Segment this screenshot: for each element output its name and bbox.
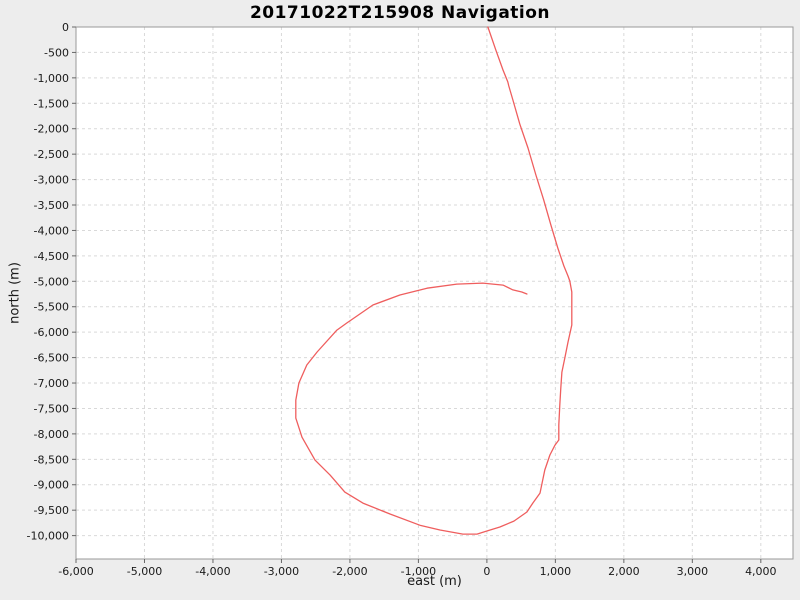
x-tick-label: 2,000 xyxy=(608,565,640,578)
x-axis-label: east (m) xyxy=(407,574,462,589)
y-tick-label: -3,000 xyxy=(34,174,69,187)
x-tick-label: -2,000 xyxy=(332,565,367,578)
y-tick-label: -9,500 xyxy=(34,504,69,517)
y-tick-label: -3,500 xyxy=(34,199,69,212)
x-tick-label: -4,000 xyxy=(195,565,230,578)
y-axis-label: north (m) xyxy=(7,262,23,324)
x-tick-label: -1,000 xyxy=(401,565,436,578)
y-tick-label: -7,000 xyxy=(34,377,69,390)
y-tick-label: -8,500 xyxy=(34,453,69,466)
x-tick-label: -5,000 xyxy=(127,565,162,578)
y-tick-label: -2,000 xyxy=(34,123,69,136)
y-tick-label: -5,500 xyxy=(34,301,69,314)
y-tick-label: -5,000 xyxy=(34,275,69,288)
y-tick-label: -2,500 xyxy=(34,148,69,161)
y-tick-label: -9,000 xyxy=(34,479,69,492)
y-tick-label: -7,500 xyxy=(34,402,69,415)
x-tick-label: 0 xyxy=(483,565,490,578)
y-tick-label: -10,000 xyxy=(27,530,69,543)
x-tick-label: 3,000 xyxy=(677,565,709,578)
chart-title: 20171022T215908 Navigation xyxy=(249,3,551,23)
y-tick-label: -6,500 xyxy=(34,352,69,365)
x-tick-label: 4,000 xyxy=(745,565,777,578)
plot-border xyxy=(75,26,794,560)
y-tick-label: -6,000 xyxy=(34,326,69,339)
y-tick-label: 0 xyxy=(62,21,69,34)
y-tick-label: -1,000 xyxy=(34,72,69,85)
track-line xyxy=(295,26,573,535)
plot-background xyxy=(76,27,793,559)
x-tick-label: -6,000 xyxy=(58,565,93,578)
x-tick-label: 1,000 xyxy=(540,565,572,578)
y-tick-label: -1,500 xyxy=(34,97,69,110)
y-tick-label: -4,500 xyxy=(34,250,69,263)
y-tick-label: -500 xyxy=(44,46,69,59)
x-tick-label: -3,000 xyxy=(264,565,299,578)
y-tick-label: -8,000 xyxy=(34,428,69,441)
y-tick-label: -4,000 xyxy=(34,224,69,237)
